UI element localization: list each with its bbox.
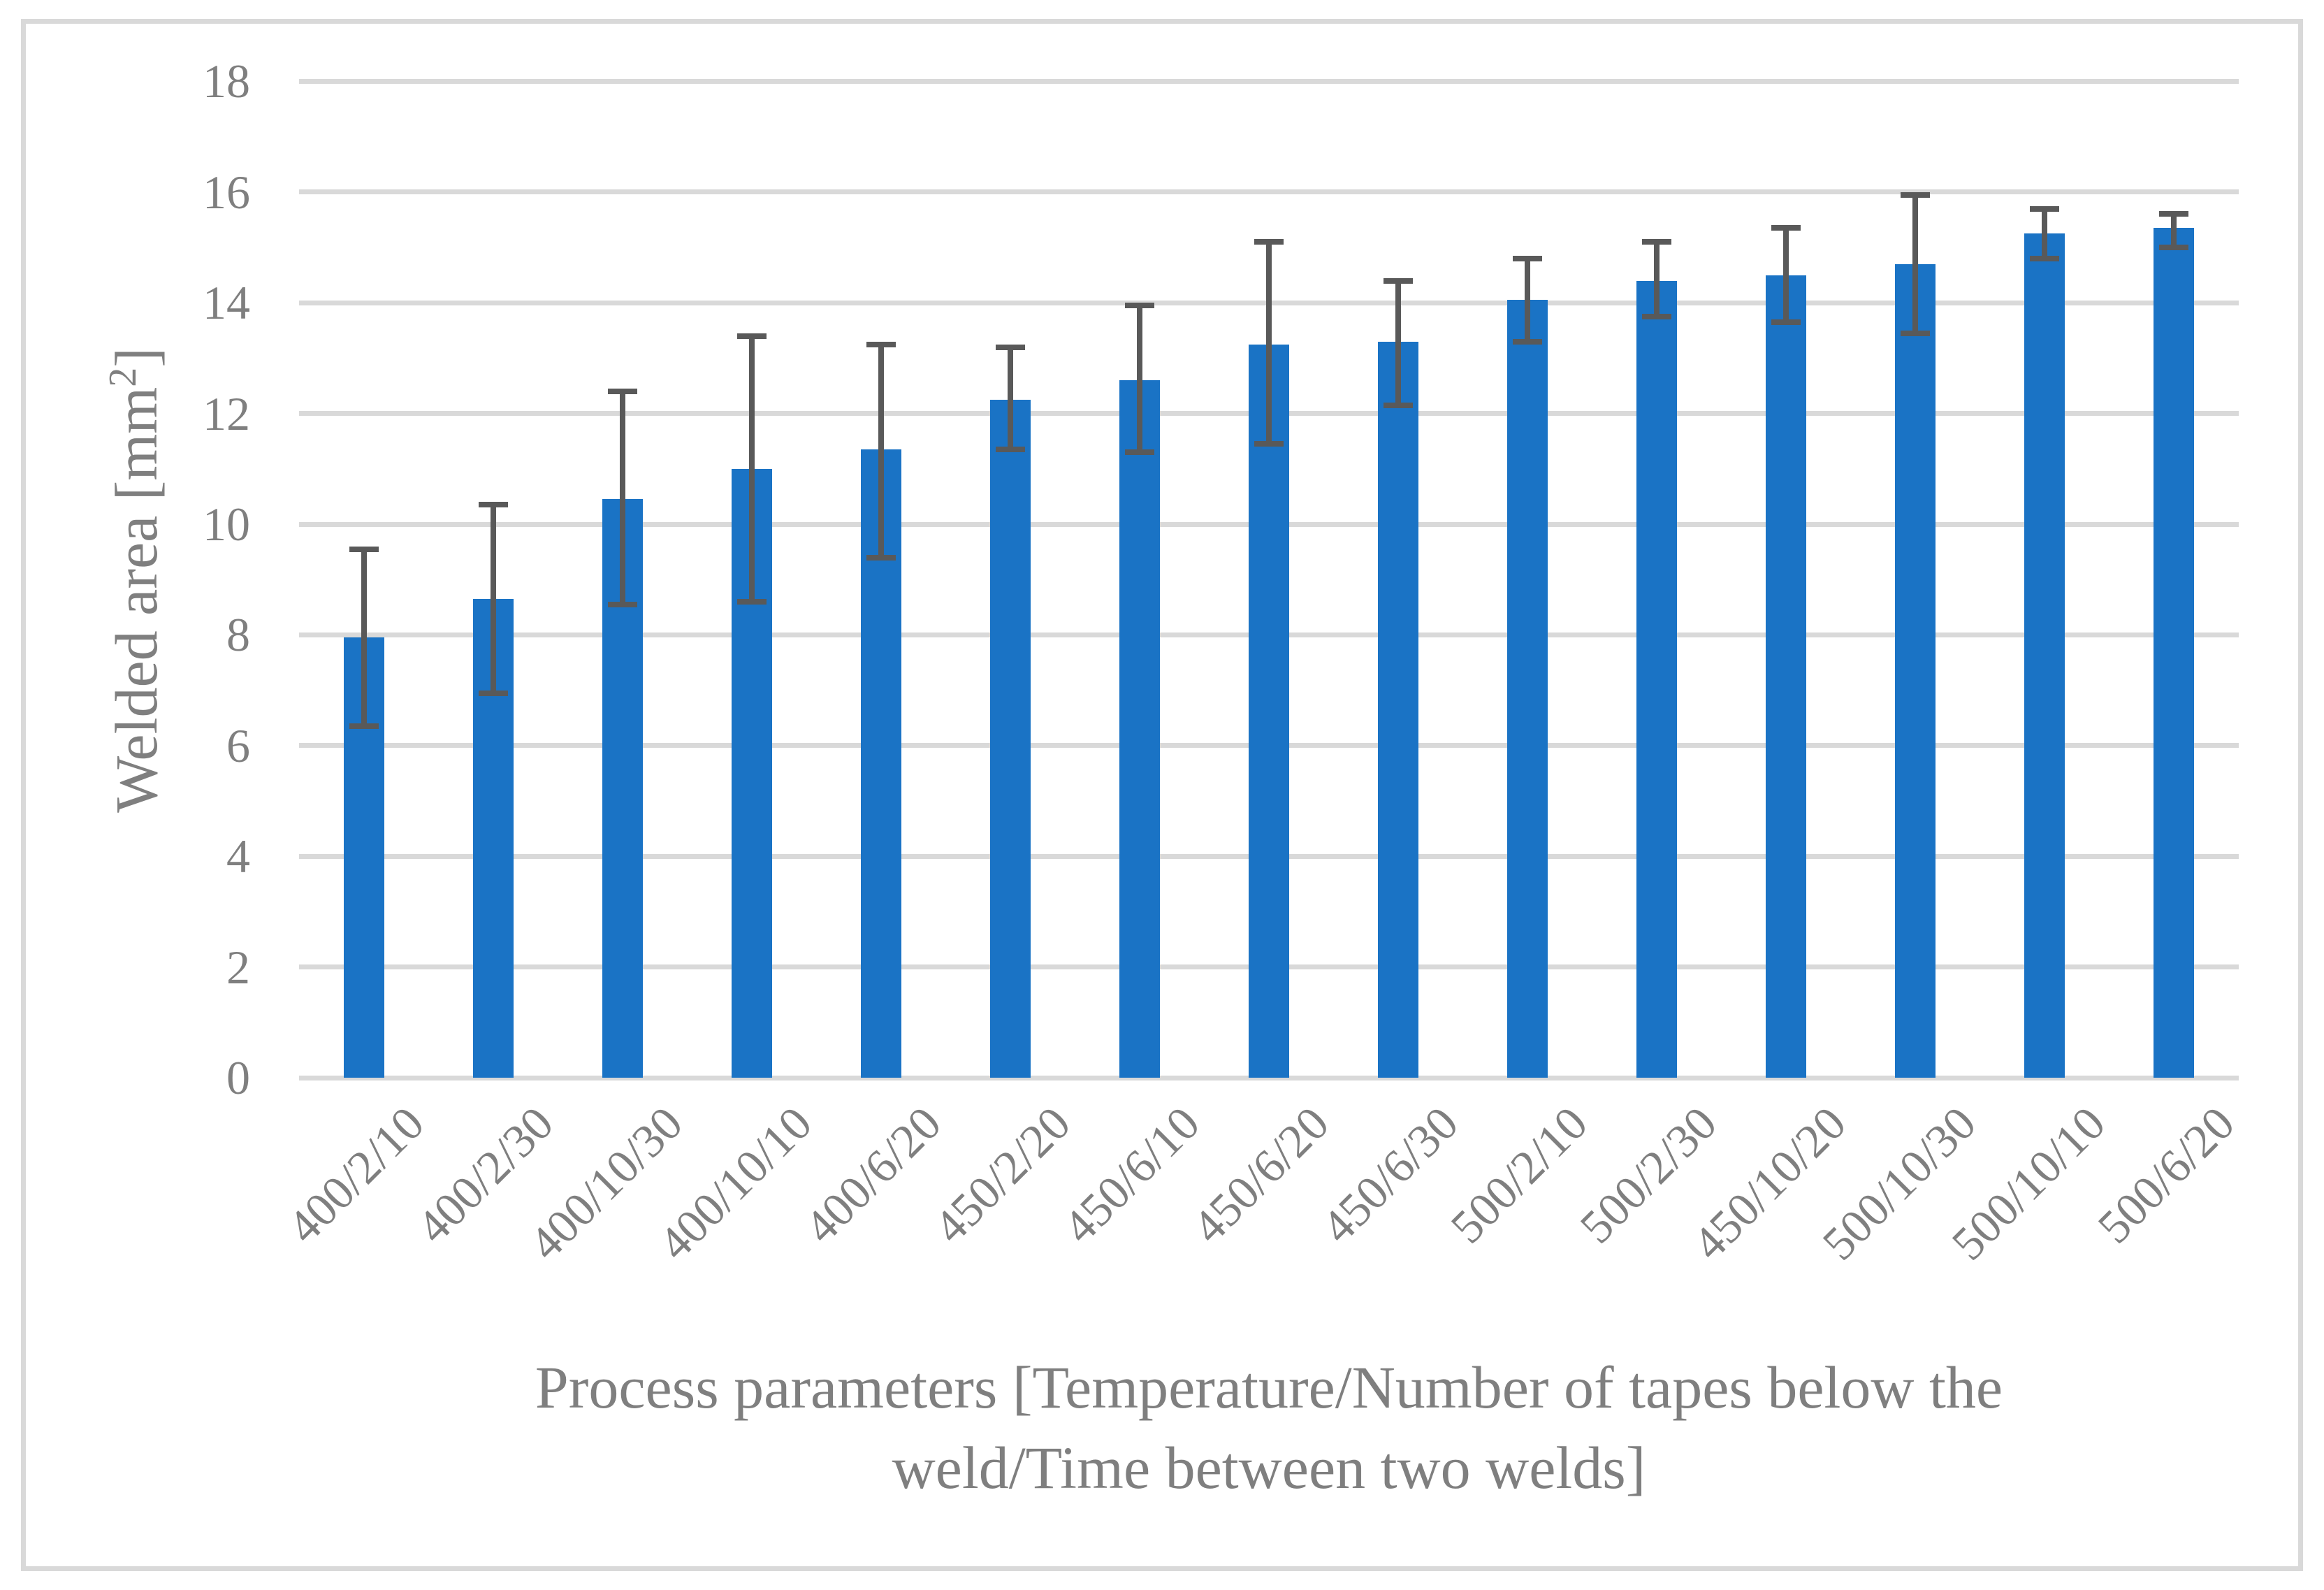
error-bar-cap-top — [607, 388, 637, 394]
error-bar-cap-bottom — [1513, 338, 1543, 345]
error-bar-cap-top — [1642, 239, 1672, 245]
error-bar-cap-bottom — [1642, 314, 1672, 319]
error-bar-line — [619, 391, 625, 605]
gridline — [299, 78, 2239, 84]
error-bar-cap-bottom — [1254, 441, 1284, 447]
error-bar-cap-bottom — [478, 690, 508, 696]
gridline — [299, 189, 2239, 195]
y-axis-title-superscript: 2 — [101, 367, 145, 387]
error-bar-line — [748, 335, 755, 602]
x-axis-title: Process parameters [Temperature/Number o… — [299, 1347, 2239, 1508]
y-axis-tick-label: 12 — [203, 386, 250, 440]
error-bar-line — [1395, 280, 1402, 405]
x-axis-title-line1: Process parameters [Temperature/Number o… — [535, 1354, 2003, 1421]
bar — [1895, 263, 1936, 1078]
bar — [1507, 300, 1548, 1078]
y-axis-tick-label: 4 — [226, 830, 250, 883]
error-bar-cap-top — [478, 502, 508, 508]
y-axis-title-bracket: ] — [103, 347, 170, 368]
error-bar-cap-top — [866, 341, 896, 347]
y-axis-tick-label: 18 — [203, 55, 250, 108]
error-bar-cap-bottom — [607, 601, 637, 607]
bar — [1119, 380, 1160, 1078]
error-bar-line — [1783, 228, 1789, 322]
y-axis-tick-label: 8 — [226, 608, 250, 662]
x-axis-title-line2: weld/Time between two welds] — [892, 1434, 1646, 1501]
bar — [1766, 275, 1807, 1078]
y-axis-tick-label: 10 — [203, 498, 250, 551]
error-bar-line — [1654, 242, 1660, 317]
error-bar-cap-top — [1513, 255, 1543, 261]
error-bar-cap-top — [1383, 277, 1414, 284]
error-bar-cap-bottom — [1383, 402, 1414, 408]
error-bar-cap-top — [1124, 303, 1154, 309]
error-bar-line — [2042, 208, 2048, 259]
error-bar-cap-top — [349, 546, 379, 552]
error-bar-line — [1007, 347, 1013, 450]
y-axis-tick-label: 16 — [203, 165, 250, 219]
y-axis-tick-label: 14 — [203, 276, 250, 330]
error-bar-cap-top — [2159, 211, 2189, 217]
error-bar-line — [1136, 305, 1142, 453]
error-bar-cap-bottom — [2030, 255, 2060, 261]
error-bar-cap-bottom — [1124, 449, 1154, 456]
y-axis-title-text: Welded area [mm — [103, 386, 170, 813]
bar — [989, 399, 1031, 1078]
error-bar-line — [1266, 242, 1272, 445]
error-bar-line — [1912, 194, 1919, 333]
error-bar-cap-bottom — [995, 447, 1025, 453]
error-bar-line — [2171, 214, 2177, 247]
y-axis-tick-label: 6 — [226, 718, 250, 772]
error-bar-line — [878, 344, 884, 558]
error-bar-cap-top — [1771, 225, 1801, 231]
error-bar-cap-top — [1254, 239, 1284, 245]
bar — [1636, 280, 1678, 1078]
error-bar-cap-bottom — [2159, 245, 2189, 250]
error-bar-cap-bottom — [349, 723, 379, 730]
bar — [1249, 344, 1289, 1078]
error-bar-cap-top — [736, 333, 767, 339]
error-bar-cap-bottom — [1901, 330, 1931, 336]
error-bar-line — [490, 505, 496, 693]
bar — [2024, 233, 2065, 1078]
gridline — [299, 1075, 2239, 1081]
error-bar-cap-bottom — [866, 554, 896, 561]
error-bar-line — [1525, 258, 1531, 342]
y-axis-title: Welded area [mm2] — [101, 347, 171, 813]
error-bar-cap-bottom — [1771, 319, 1801, 325]
error-bar-cap-top — [995, 344, 1025, 350]
error-bar-cap-bottom — [736, 598, 767, 605]
bar — [1378, 341, 1419, 1078]
error-bar-line — [361, 549, 367, 727]
bar — [2154, 228, 2195, 1078]
error-bar-cap-top — [2030, 205, 2060, 212]
error-bar-cap-top — [1901, 191, 1931, 198]
y-axis-tick-label: 0 — [226, 1051, 250, 1104]
y-axis-tick-label: 2 — [226, 940, 250, 994]
